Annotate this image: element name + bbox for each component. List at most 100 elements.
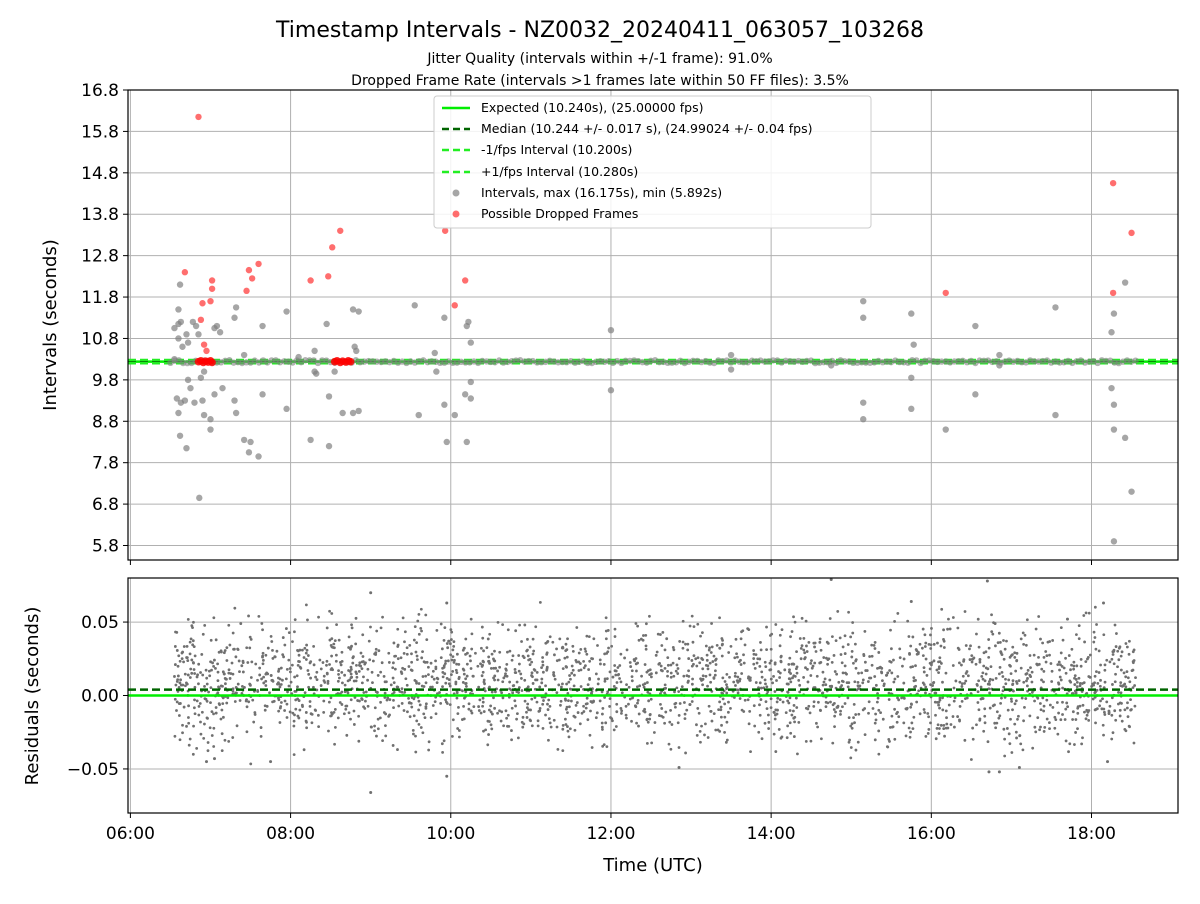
residual-point xyxy=(788,668,791,672)
residual-point xyxy=(334,653,338,657)
residual-point xyxy=(206,749,210,753)
residual-point xyxy=(277,669,280,673)
residual-point xyxy=(671,661,675,665)
residual-point xyxy=(227,668,231,672)
residual-point xyxy=(451,648,455,652)
residual-point xyxy=(1111,683,1114,686)
residual-point xyxy=(349,665,353,669)
residual-point xyxy=(854,748,858,752)
residual-point xyxy=(635,721,638,725)
residual-point xyxy=(464,690,468,694)
residual-point xyxy=(577,651,581,655)
residual-point xyxy=(547,738,550,742)
residual-point xyxy=(766,713,770,717)
residual-point xyxy=(474,651,477,655)
residual-point xyxy=(352,655,355,659)
residual-point xyxy=(233,700,237,703)
residual-point xyxy=(373,724,376,728)
residual-point xyxy=(1127,724,1131,728)
residual-point xyxy=(288,710,292,714)
residual-point xyxy=(283,709,287,712)
residual-point xyxy=(1124,675,1128,679)
residual-point xyxy=(684,751,687,755)
residual-point xyxy=(201,632,205,636)
residual-point xyxy=(822,656,826,659)
residual-point xyxy=(354,616,358,620)
residual-point xyxy=(296,663,300,667)
interval-point xyxy=(195,331,202,338)
residual-point xyxy=(791,676,794,680)
residual-point xyxy=(239,622,243,625)
residual-point xyxy=(1025,684,1029,688)
residual-point xyxy=(690,682,694,686)
residual-point xyxy=(869,676,873,680)
residual-point xyxy=(464,637,468,641)
residual-point xyxy=(269,634,273,638)
residual-point xyxy=(178,659,182,663)
residual-point xyxy=(736,675,740,679)
residual-point xyxy=(880,671,884,675)
residual-point xyxy=(214,711,218,715)
residual-point xyxy=(756,657,760,661)
residual-point xyxy=(1075,680,1079,684)
residual-point xyxy=(417,632,421,636)
residual-point xyxy=(332,642,336,646)
residual-point xyxy=(1030,690,1034,694)
residual-point xyxy=(924,691,927,695)
residual-point xyxy=(723,731,726,734)
residual-point xyxy=(383,696,387,699)
residual-point xyxy=(501,680,505,684)
residual-point xyxy=(1044,650,1048,653)
residual-point xyxy=(775,679,778,682)
residual-point xyxy=(431,669,435,673)
residual-point xyxy=(685,674,689,678)
residual-point xyxy=(1096,681,1100,685)
residual-outlier-point xyxy=(997,770,1001,774)
residual-point xyxy=(608,670,612,674)
interval-point xyxy=(283,308,290,315)
residual-point xyxy=(754,653,758,657)
residual-point xyxy=(189,667,193,671)
residual-point xyxy=(813,661,817,665)
residual-point xyxy=(839,712,842,716)
residual-point xyxy=(704,674,708,678)
residual-point xyxy=(536,724,540,728)
residual-point xyxy=(1095,670,1098,674)
residual-point xyxy=(873,641,877,644)
residual-point xyxy=(328,609,331,613)
residual-point xyxy=(896,675,900,678)
residual-point xyxy=(938,698,942,702)
residual-point xyxy=(888,669,892,672)
residual-point xyxy=(260,622,264,625)
residual-point xyxy=(482,649,485,653)
interval-point xyxy=(860,314,867,321)
interval-point xyxy=(179,343,186,350)
residual-point xyxy=(1085,692,1089,695)
residual-point xyxy=(648,717,652,721)
residual-point xyxy=(585,634,589,638)
residual-point xyxy=(482,729,485,733)
interval-point xyxy=(231,314,238,321)
residual-point xyxy=(476,664,480,668)
residual-point xyxy=(208,674,212,678)
residual-point xyxy=(248,646,252,650)
residual-point xyxy=(570,664,574,668)
residual-point xyxy=(987,655,991,659)
residual-point xyxy=(1103,713,1107,716)
residual-point xyxy=(960,699,964,703)
residual-point xyxy=(541,656,545,659)
residual-point xyxy=(382,674,386,678)
residual-point xyxy=(426,665,430,669)
residual-point xyxy=(773,662,777,666)
residual-point xyxy=(247,614,250,618)
residual-point xyxy=(261,651,265,655)
residual-point xyxy=(195,675,199,679)
residual-point xyxy=(625,648,629,652)
residual-point xyxy=(1097,671,1101,674)
residual-point xyxy=(225,659,229,662)
residual-point xyxy=(839,709,842,713)
residual-point xyxy=(538,685,542,689)
residual-point xyxy=(908,735,912,739)
residual-point xyxy=(530,697,534,701)
residual-point xyxy=(882,684,886,688)
